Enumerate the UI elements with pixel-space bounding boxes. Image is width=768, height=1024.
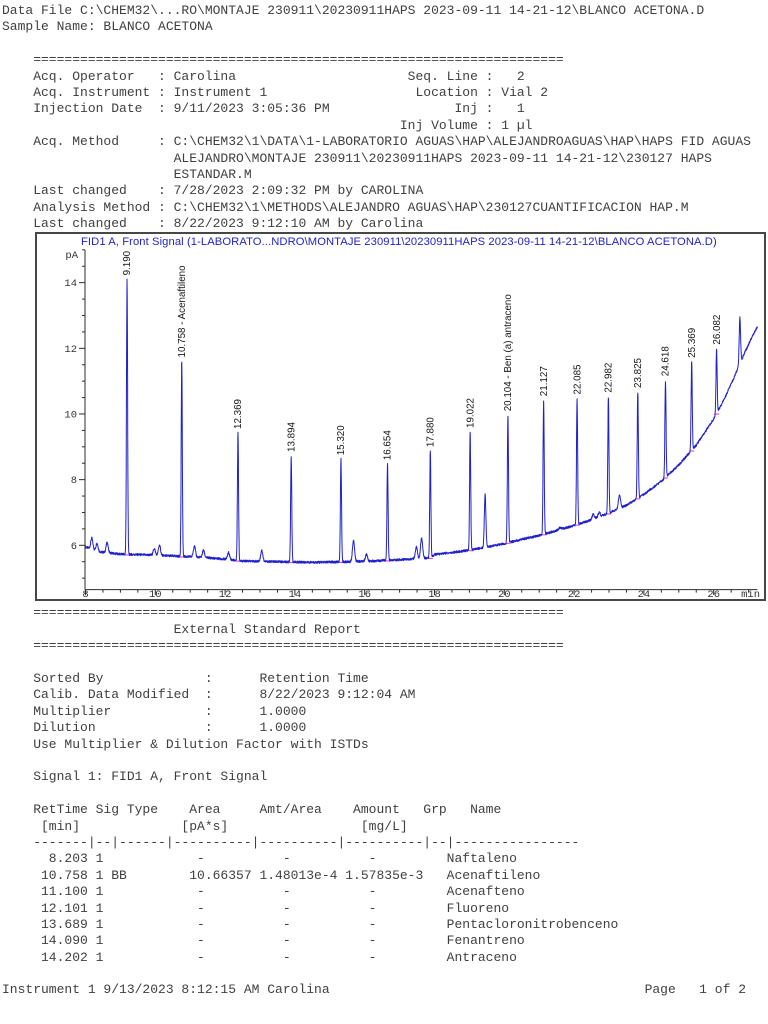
page-footer: Instrument 1 9/13/2023 8:12:15 AM Caroli…: [2, 982, 768, 998]
acq-method-line-3: ESTANDAR.M: [2, 166, 252, 182]
svg-text:26: 26: [707, 589, 720, 599]
esr-title-line: External Standard Report: [2, 621, 361, 637]
data-file-line: Data File C:\CHEM32\...RO\MONTAJE 230911…: [2, 3, 705, 18]
injection-date-line: Injection Date : 9/11/2023 3:05:36 PM In…: [2, 101, 525, 117]
svg-text:25.369: 25.369: [687, 328, 698, 358]
svg-text:21.127: 21.127: [539, 367, 550, 397]
svg-text:10: 10: [64, 410, 77, 422]
chart-title: FID1 A, Front Signal (1-LABORATO...NDRO\…: [81, 236, 717, 248]
inj-volume-line: Inj Volume : 1 µl: [2, 117, 533, 133]
table-row: 13.689 1 - - - Pentacloronitrobenceno: [2, 916, 619, 932]
dilution-line: Dilution : 1.0000: [2, 720, 307, 736]
svg-text:10: 10: [149, 589, 162, 599]
calib-modified-line: Calib. Data Modified : 8/22/2023 9:12:04…: [2, 687, 416, 703]
svg-text:9.190: 9.190: [122, 251, 133, 276]
svg-text:8: 8: [82, 589, 88, 599]
analysis-method-line: Analysis Method : C:\CHEM32\1\METHODS\AL…: [2, 199, 689, 215]
results-table-body: 8.203 1 - - - Naftaleno 10.758 1 BB 10.6…: [2, 851, 768, 966]
x-axis-unit-label: min: [741, 589, 760, 599]
blank-line: [2, 786, 768, 802]
separator-line: ========================================…: [2, 605, 564, 621]
svg-text:20: 20: [498, 589, 511, 599]
svg-text:16.654: 16.654: [383, 430, 394, 461]
sorted-by-line: Sorted By : Retention Time: [2, 671, 369, 687]
last-changed-line-2: Last changed : 8/22/2023 9:12:10 AM by C…: [2, 216, 424, 232]
acq-instrument-line: Acq. Instrument : Instrument 1 Location …: [2, 84, 549, 100]
svg-text:19.022: 19.022: [465, 399, 476, 429]
multiplier-line: Multiplier : 1.0000: [2, 703, 307, 719]
svg-text:18: 18: [428, 589, 441, 599]
svg-text:6: 6: [71, 541, 77, 553]
svg-text:22.085: 22.085: [572, 364, 583, 395]
table-row: 10.758 1 BB 10.66357 1.48013e-4 1.57835e…: [2, 867, 541, 883]
table-header-line-2: [min] [pA*s] [mg/L]: [2, 818, 408, 834]
svg-text:24: 24: [638, 589, 651, 599]
acq-method-line-2: ALEJANDRO\MONTAJE 230911\20230911HAPS 20…: [2, 150, 712, 166]
table-row: 8.203 1 - - - Naftaleno: [2, 851, 517, 867]
svg-text:16: 16: [358, 589, 371, 599]
svg-text:14: 14: [289, 589, 302, 599]
acq-method-line: Acq. Method : C:\CHEM32\1\DATA\1-LABORAT…: [2, 134, 751, 150]
svg-text:14: 14: [64, 279, 77, 291]
blank-line: [2, 966, 768, 982]
svg-text:24.618: 24.618: [661, 346, 672, 377]
table-row: 12.101 1 - - - Fluoreno: [2, 900, 510, 916]
blank-line: [2, 753, 768, 769]
chromatogram-frame: FID1 A, Front Signal (1-LABORATO...NDRO\…: [35, 232, 766, 602]
table-row: 14.090 1 - - - Fenantreno: [2, 933, 525, 949]
y-axis-unit-label: pA: [65, 250, 78, 262]
svg-text:15.320: 15.320: [336, 425, 347, 456]
table-row: 14.202 1 - - - Antraceno: [2, 949, 517, 965]
blank-line: [2, 655, 768, 671]
last-changed-line: Last changed : 7/28/2023 2:09:32 PM by C…: [2, 183, 424, 199]
svg-text:12.369: 12.369: [233, 400, 244, 430]
chromatogram-plot: FID1 A, Front Signal (1-LABORATO...NDRO\…: [64, 236, 760, 599]
separator-line: ========================================…: [2, 52, 564, 68]
separator-line: ========================================…: [2, 638, 564, 654]
svg-text:10.758 - Acenaftileno: 10.758 - Acenaftileno: [177, 265, 188, 358]
svg-text:17.880: 17.880: [426, 417, 437, 448]
footer-page-number: Page 1 of 2: [644, 982, 746, 998]
svg-text:22.982: 22.982: [604, 363, 615, 393]
table-row: 11.100 1 - - - Acenafteno: [2, 884, 525, 900]
svg-text:22: 22: [568, 589, 581, 599]
table-header-line-1: RetTime Sig Type Area Amt/Area Amount Gr…: [2, 802, 502, 818]
footer-instrument-stamp: Instrument 1 9/13/2023 8:12:15 AM Caroli…: [2, 982, 330, 998]
sample-name-line: Sample Name: BLANCO ACETONA: [2, 19, 213, 35]
table-header-separator: -------|--|------|----------|----------|…: [2, 834, 580, 850]
svg-text:12: 12: [64, 344, 77, 356]
acq-operator-line: Acq. Operator : Carolina Seq. Line : 2: [2, 68, 525, 84]
svg-text:20.104 - Ben (a) antraceno: 20.104 - Ben (a) antraceno: [503, 294, 514, 412]
svg-text:8: 8: [71, 476, 77, 488]
svg-text:26.082: 26.082: [712, 315, 723, 345]
svg-text:23.825: 23.825: [633, 358, 644, 389]
svg-text:13.894: 13.894: [286, 422, 297, 453]
svg-text:12: 12: [219, 589, 232, 599]
signal-line: Signal 1: FID1 A, Front Signal: [2, 769, 268, 785]
blank-line: [2, 36, 768, 52]
istd-note-line: Use Multiplier & Dilution Factor with IS…: [2, 736, 369, 752]
